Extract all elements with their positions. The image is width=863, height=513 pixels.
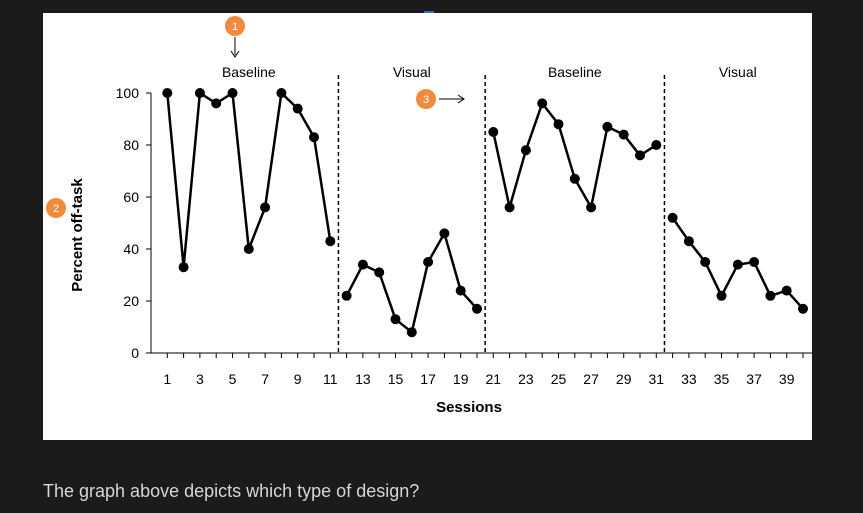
x-tick-label: 31 bbox=[649, 371, 665, 387]
x-tick-label: 21 bbox=[486, 371, 502, 387]
data-point bbox=[602, 121, 613, 132]
data-point bbox=[781, 285, 792, 296]
down-arrowhead-icon bbox=[230, 50, 240, 58]
data-point bbox=[390, 314, 401, 325]
data-point bbox=[178, 262, 189, 273]
phase-label: Baseline bbox=[548, 64, 602, 80]
x-tick-label: 7 bbox=[261, 371, 269, 387]
data-point bbox=[798, 303, 808, 314]
y-axis-title: Percent off-task bbox=[69, 178, 86, 292]
series-line bbox=[345, 230, 478, 335]
data-point bbox=[162, 88, 173, 98]
data-point bbox=[651, 140, 662, 150]
x-tick-label: 37 bbox=[746, 371, 762, 387]
data-point bbox=[472, 303, 482, 314]
annotation-number: 2 bbox=[53, 203, 59, 215]
y-tick-label: 0 bbox=[131, 345, 139, 361]
data-point bbox=[211, 98, 222, 109]
x-tick-label: 29 bbox=[616, 371, 632, 387]
x-tick-label: 19 bbox=[453, 371, 469, 387]
data-point bbox=[749, 257, 760, 267]
series-lines bbox=[166, 90, 804, 335]
x-tick-label: 27 bbox=[583, 371, 599, 387]
x-tick-label: 33 bbox=[681, 371, 697, 387]
phase-labels: Baseline Visual Baseline Visual bbox=[222, 64, 757, 80]
data-point bbox=[635, 150, 645, 161]
y-tick-label: 20 bbox=[123, 293, 139, 309]
x-tick-label: 25 bbox=[551, 371, 567, 387]
reversal-design-chart: Baseline Visual Baseline Visual 0 20 40 60 80 10… bbox=[46, 16, 812, 416]
x-tick-label: 13 bbox=[355, 371, 371, 387]
y-tick-label: 100 bbox=[116, 85, 140, 101]
data-point bbox=[309, 132, 319, 143]
data-point bbox=[292, 103, 303, 114]
x-axis-title: Sessions bbox=[436, 399, 502, 416]
data-point bbox=[406, 327, 417, 338]
annotation-number: 3 bbox=[423, 94, 429, 106]
data-point bbox=[194, 88, 205, 98]
data-point bbox=[569, 173, 580, 184]
phase-label: Visual bbox=[719, 64, 757, 80]
data-point bbox=[260, 202, 271, 213]
annotation-badge bbox=[46, 198, 66, 218]
data-points bbox=[162, 88, 808, 338]
x-tick-label: 23 bbox=[518, 371, 534, 387]
series-line bbox=[492, 100, 657, 211]
y-tick-label: 60 bbox=[123, 189, 139, 205]
data-point bbox=[667, 212, 678, 223]
x-tick-label: 17 bbox=[420, 371, 436, 387]
phase-change-lines bbox=[337, 75, 666, 353]
data-point bbox=[488, 127, 499, 137]
data-point bbox=[357, 259, 368, 270]
data-point bbox=[374, 267, 385, 278]
data-point bbox=[716, 290, 727, 301]
axes bbox=[146, 92, 812, 358]
data-point bbox=[537, 98, 548, 109]
x-tick-label: 3 bbox=[196, 371, 204, 387]
phase-label: Baseline bbox=[222, 64, 276, 80]
data-point bbox=[243, 244, 254, 254]
phase-label: Visual bbox=[393, 64, 431, 80]
y-tick-label: 80 bbox=[123, 137, 139, 153]
x-tick-label: 5 bbox=[229, 371, 237, 387]
data-point bbox=[700, 257, 711, 267]
y-tick-label: 40 bbox=[123, 241, 139, 257]
chart-card: Baseline Visual Baseline Visual 0 20 40 60 80 10… bbox=[43, 13, 812, 440]
data-point bbox=[455, 285, 466, 296]
data-point bbox=[341, 290, 352, 301]
series-line bbox=[166, 90, 332, 268]
data-point bbox=[227, 88, 238, 98]
x-tick-label: 1 bbox=[163, 371, 171, 387]
data-point bbox=[586, 202, 597, 213]
data-point bbox=[325, 236, 336, 247]
right-arrowhead-icon bbox=[457, 94, 465, 104]
data-point bbox=[276, 88, 287, 98]
data-point bbox=[504, 202, 515, 213]
x-tick-label: 35 bbox=[714, 371, 730, 387]
data-point bbox=[683, 236, 694, 247]
x-tick-label: 15 bbox=[388, 371, 404, 387]
x-tick-label: 39 bbox=[779, 371, 795, 387]
annotation-badge bbox=[225, 16, 245, 36]
data-point bbox=[732, 259, 743, 270]
x-tick-label: 11 bbox=[323, 371, 338, 387]
annotations: 1 2 3 bbox=[46, 16, 465, 218]
x-tick-label: 9 bbox=[294, 371, 302, 387]
data-point bbox=[439, 228, 450, 239]
top-blue-mark bbox=[424, 11, 434, 14]
data-point bbox=[618, 129, 629, 140]
data-point bbox=[423, 257, 434, 267]
data-point bbox=[553, 119, 564, 130]
annotation-number: 1 bbox=[232, 21, 238, 33]
question-text: The graph above depicts which type of de… bbox=[43, 481, 420, 501]
annotation-badge bbox=[416, 89, 436, 109]
data-point bbox=[765, 290, 776, 301]
data-point bbox=[520, 145, 531, 156]
